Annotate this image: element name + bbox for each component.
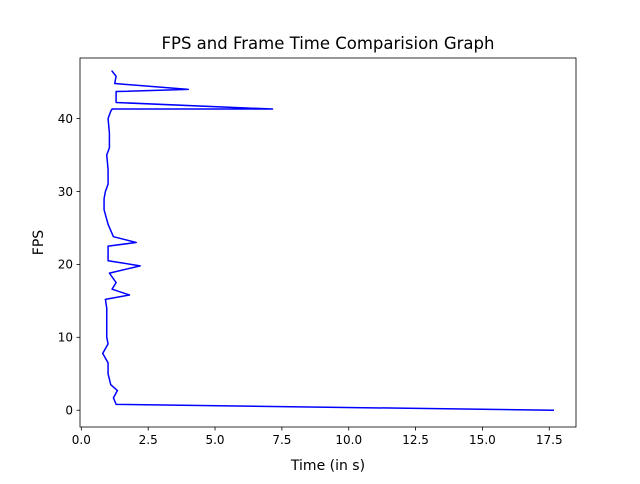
y-tick-label: 10 (58, 331, 73, 345)
y-tick-label: 30 (58, 185, 73, 199)
plot-layer (101, 70, 555, 411)
y-tick-label: 40 (58, 112, 73, 126)
x-tick-label: 2.5 (139, 433, 158, 447)
y-tick-label: 20 (58, 258, 73, 272)
y-tick-label: 0 (65, 404, 73, 418)
x-tick-label: 0.0 (72, 433, 91, 447)
axes-frame (79, 57, 577, 428)
x-tick-label: 15.0 (469, 433, 496, 447)
series-line-1 (101, 70, 555, 411)
y-axis-label: FPS (31, 230, 47, 255)
chart-title: FPS and Frame Time Comparision Graph (162, 34, 495, 53)
x-axis-label: Time (in s) (290, 458, 365, 474)
x-tick-label: 5.0 (205, 433, 224, 447)
x-tick-label: 7.5 (272, 433, 291, 447)
x-tick-label: 17.5 (536, 433, 563, 447)
x-tick-label: 10.0 (335, 433, 362, 447)
x-tick-label: 12.5 (402, 433, 429, 447)
ticks-layer: 0.0 2.5 5.0 7.5 10.0 12.5 15.0 17.5 0 10 20 30 40 (58, 112, 563, 447)
